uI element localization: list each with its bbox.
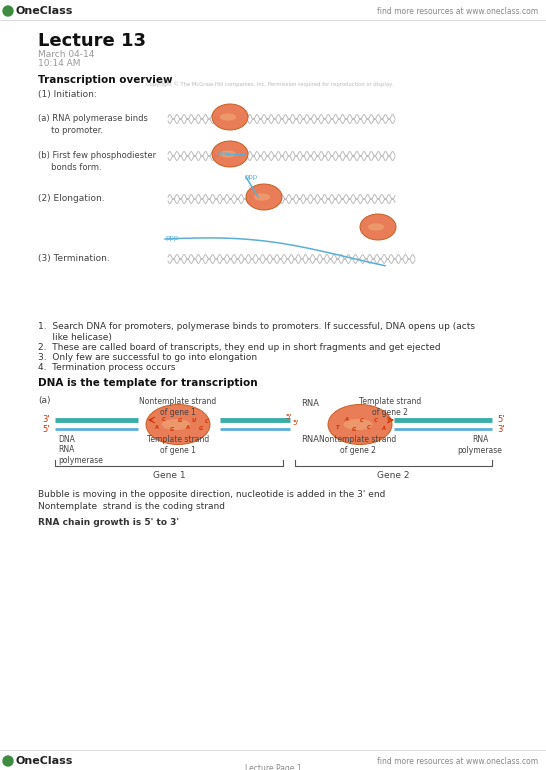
- Text: C: C: [162, 417, 166, 422]
- Text: DNA is the template for transcription: DNA is the template for transcription: [38, 378, 258, 388]
- Text: Transcription overview: Transcription overview: [38, 75, 173, 85]
- Text: Gene 1: Gene 1: [153, 471, 185, 480]
- Text: 10:14 AM: 10:14 AM: [38, 59, 80, 68]
- Text: Lecture 13: Lecture 13: [38, 32, 146, 50]
- Text: RNA
polymerase: RNA polymerase: [458, 435, 502, 455]
- Text: 5': 5': [43, 424, 50, 434]
- Ellipse shape: [328, 404, 392, 444]
- Text: C: C: [374, 418, 378, 423]
- Text: (2) Elongation.: (2) Elongation.: [38, 194, 105, 203]
- Text: Copyright © The McGraw-Hill companies, Inc. Permission required for reproduction: Copyright © The McGraw-Hill companies, I…: [146, 81, 394, 87]
- Ellipse shape: [212, 104, 248, 130]
- Text: OneClass: OneClass: [16, 756, 73, 766]
- Ellipse shape: [368, 223, 384, 230]
- Text: G: G: [352, 427, 356, 432]
- Ellipse shape: [254, 193, 270, 200]
- Ellipse shape: [246, 184, 282, 210]
- Ellipse shape: [343, 419, 372, 430]
- Text: DNA: DNA: [58, 435, 75, 444]
- Text: (a) RNA polymerase binds
     to promoter.: (a) RNA polymerase binds to promoter.: [38, 114, 148, 135]
- Ellipse shape: [162, 419, 191, 430]
- Text: 4.  Termination process occurs: 4. Termination process occurs: [38, 363, 175, 372]
- Text: ppp: ppp: [165, 235, 178, 241]
- Text: 3': 3': [497, 424, 505, 434]
- Circle shape: [3, 6, 13, 16]
- Text: 5': 5': [497, 416, 505, 424]
- Text: find more resources at www.oneclass.com: find more resources at www.oneclass.com: [377, 6, 538, 15]
- Text: T: T: [336, 425, 340, 430]
- Text: A: A: [381, 426, 385, 431]
- Text: C: C: [360, 418, 364, 423]
- Text: March 04-14: March 04-14: [38, 50, 94, 59]
- Ellipse shape: [146, 404, 210, 444]
- Text: Nontemplate strand
of gene 1: Nontemplate strand of gene 1: [139, 397, 217, 417]
- Text: (1) Initiation:: (1) Initiation:: [38, 90, 97, 99]
- Text: Lecture Page 1: Lecture Page 1: [245, 764, 301, 770]
- Text: G: G: [170, 427, 174, 432]
- Text: 5': 5': [285, 414, 291, 420]
- Text: 1.  Search DNA for promoters, polymerase binds to promoters. If successful, DNA : 1. Search DNA for promoters, polymerase …: [38, 322, 475, 331]
- Text: (b) First few phosphodiester
     bonds form.: (b) First few phosphodiester bonds form.: [38, 151, 156, 172]
- Text: RNA: RNA: [301, 399, 319, 408]
- Text: (3) Termination.: (3) Termination.: [38, 254, 110, 263]
- Ellipse shape: [220, 150, 236, 158]
- Text: G: G: [199, 426, 203, 431]
- Text: ppp: ppp: [217, 150, 229, 156]
- Text: (a): (a): [38, 396, 50, 405]
- Ellipse shape: [220, 113, 236, 121]
- Text: T: T: [387, 419, 391, 424]
- Text: RNA chain growth is 5' to 3': RNA chain growth is 5' to 3': [38, 518, 179, 527]
- Text: 5': 5': [292, 420, 298, 426]
- Text: OneClass: OneClass: [16, 6, 73, 16]
- Text: Nontemplate strand
of gene 2: Nontemplate strand of gene 2: [319, 435, 396, 455]
- Text: U: U: [192, 418, 196, 423]
- Text: A: A: [344, 417, 348, 422]
- Text: find more resources at www.oneclass.com: find more resources at www.oneclass.com: [377, 756, 538, 765]
- Text: Template strand
of gene 1: Template strand of gene 1: [147, 435, 209, 455]
- Ellipse shape: [212, 141, 248, 167]
- Text: Nontemplate  strand is the coding strand: Nontemplate strand is the coding strand: [38, 502, 225, 511]
- Text: 3': 3': [43, 416, 50, 424]
- Text: ppp: ppp: [244, 174, 257, 180]
- Text: Bubble is moving in the opposite direction, nucleotide is added in the 3' end: Bubble is moving in the opposite directi…: [38, 490, 385, 499]
- Text: Gene 2: Gene 2: [377, 471, 410, 480]
- Text: RNA: RNA: [301, 435, 319, 444]
- Text: 2.  These are called board of transcripts, they end up in short fragments and ge: 2. These are called board of transcripts…: [38, 343, 441, 352]
- Text: C: C: [205, 419, 209, 424]
- Ellipse shape: [360, 214, 396, 240]
- Text: 3.  Only few are successful to go into elongation: 3. Only few are successful to go into el…: [38, 353, 257, 362]
- Text: G: G: [178, 418, 182, 423]
- Text: like helicase): like helicase): [38, 333, 112, 342]
- Text: A: A: [154, 425, 158, 430]
- Text: RNA
polymerase: RNA polymerase: [58, 445, 103, 465]
- Text: Template strand
of gene 2: Template strand of gene 2: [359, 397, 421, 417]
- Text: A: A: [185, 425, 189, 430]
- Text: C: C: [367, 425, 371, 430]
- Circle shape: [3, 756, 13, 766]
